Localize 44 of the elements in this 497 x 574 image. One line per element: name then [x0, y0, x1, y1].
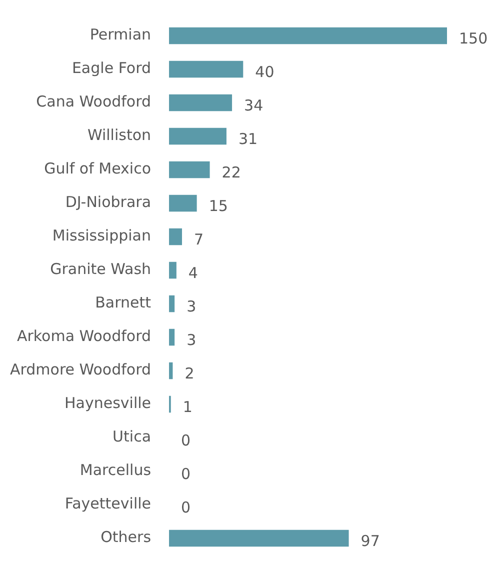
- data-label: 4: [188, 264, 198, 282]
- data-label: 97: [360, 532, 380, 550]
- y-tick-label: Arkoma Woodford: [16, 327, 152, 346]
- data-label: 7: [194, 230, 204, 249]
- y-tick-label: Williston: [87, 126, 152, 144]
- data-label: 150: [459, 30, 488, 48]
- y-tick-label: Eagle Ford: [72, 59, 152, 78]
- bar: [169, 194, 197, 212]
- bar: [169, 262, 176, 279]
- bar: [169, 60, 244, 78]
- bar: [169, 530, 349, 547]
- data-label: 0: [181, 498, 191, 517]
- data-label: 31: [238, 130, 258, 148]
- y-tick-label: Permian: [90, 26, 152, 44]
- data-label: 3: [186, 331, 196, 350]
- bar: [169, 228, 182, 246]
- data-label: 0: [181, 465, 191, 484]
- data-label: 34: [244, 96, 264, 115]
- bar: [169, 362, 173, 380]
- data-label: 0: [181, 432, 191, 450]
- y-tick-label: Barnett: [95, 294, 152, 312]
- bar: [169, 328, 175, 346]
- data-label: 2: [184, 364, 194, 383]
- y-tick-label: Haynesville: [64, 394, 152, 412]
- data-label: 22: [222, 164, 241, 182]
- bar: [169, 128, 226, 145]
- y-tick-label: Mississippian: [52, 226, 152, 245]
- y-tick-label: DJ-Niobrara: [65, 193, 152, 212]
- y-tick-label: Granite Wash: [50, 260, 152, 278]
- y-tick-label: Marcellus: [80, 461, 152, 480]
- data-label: 40: [255, 63, 274, 82]
- data-label: 1: [182, 398, 192, 416]
- bar: [169, 161, 210, 178]
- bar: [169, 295, 175, 312]
- y-tick-label: Ardmore Woodford: [10, 360, 152, 379]
- y-tick-label: Fayetteville: [64, 494, 152, 513]
- bar: [169, 94, 232, 112]
- y-tick-label: Cana Woodford: [36, 92, 152, 111]
- y-tick-label: Utica: [112, 428, 152, 446]
- data-label: 15: [208, 197, 228, 216]
- y-tick-label: Gulf of Mexico: [44, 160, 152, 178]
- y-tick-label: Others: [100, 528, 152, 546]
- bar: [169, 27, 447, 44]
- data-label: 3: [186, 298, 196, 316]
